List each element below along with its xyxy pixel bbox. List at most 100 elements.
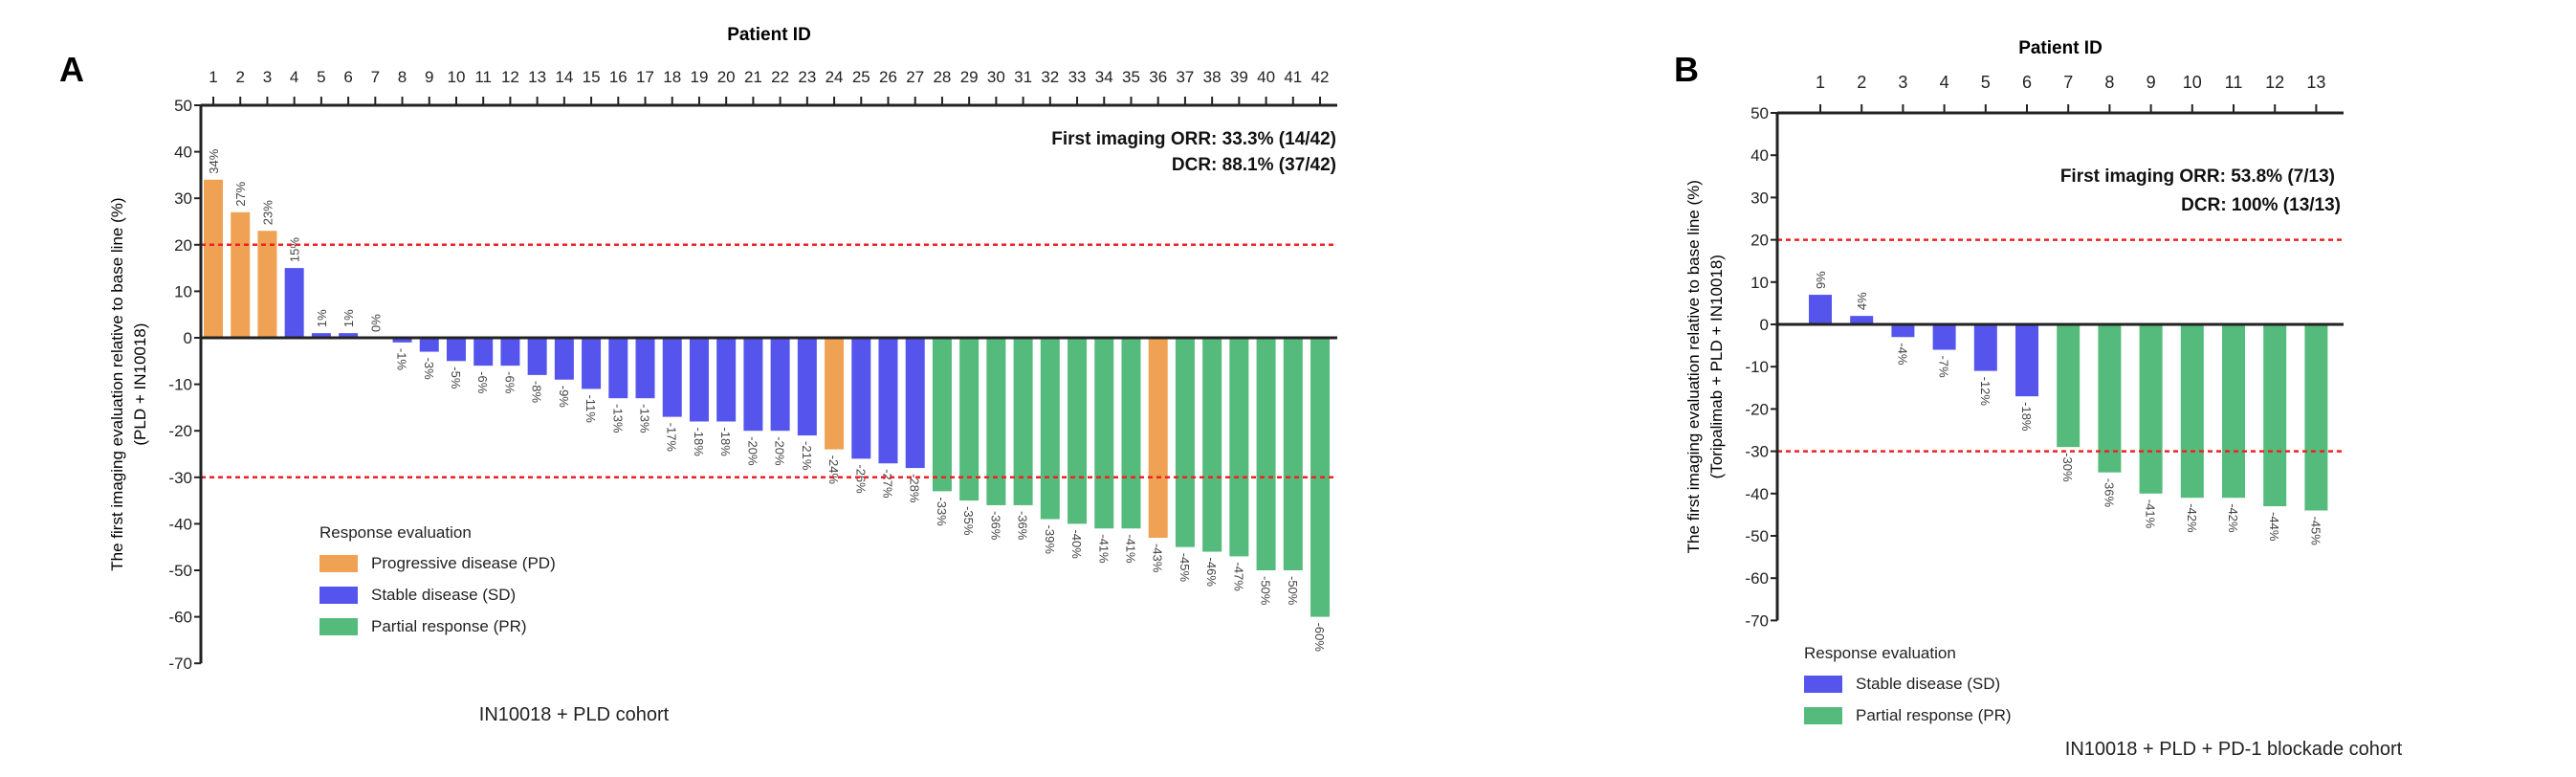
bar-patient-16	[608, 338, 628, 399]
x-tick-label: 19	[690, 68, 708, 86]
x-tick-label: 8	[2104, 73, 2114, 92]
x-tick-label: 30	[987, 68, 1005, 86]
bar-patient-18	[662, 338, 682, 417]
bar-value-label: 27%	[233, 181, 248, 206]
bar-patient-23	[797, 338, 817, 436]
bar-value-label: -35%	[961, 506, 976, 536]
bar-value-label: -50%	[1286, 576, 1300, 606]
bar-patient-5	[311, 333, 331, 338]
y-tick-label: -70	[168, 655, 192, 673]
bar-value-label: -12%	[1978, 377, 1993, 407]
y-tick-label: 10	[1750, 274, 1769, 292]
dcr-annotation-a: DCR: 88.1% (37/42)	[1171, 155, 1336, 175]
x-tick-label: 22	[771, 68, 789, 86]
x-tick-label: 32	[1041, 68, 1059, 86]
bar-value-label: -42%	[2226, 503, 2240, 533]
x-axis-title: Patient ID	[727, 25, 811, 45]
bar-value-label: -6%	[502, 371, 517, 394]
x-tick-label: 36	[1149, 68, 1167, 86]
orr-annotation-a: First imaging ORR: 33.3% (14/42)	[1051, 129, 1336, 149]
y-tick-label: -30	[1745, 443, 1769, 461]
bar-value-label: -20%	[773, 436, 787, 466]
bar-value-label: -18%	[692, 427, 706, 456]
bar-patient-34	[1094, 338, 1114, 529]
bar-patient-37	[1175, 338, 1195, 547]
x-tick-label: 3	[263, 68, 272, 86]
bar-patient-22	[770, 338, 790, 432]
x-tick-label: 7	[2063, 73, 2073, 92]
x-tick-label: 1	[1816, 73, 1825, 92]
x-tick-label: 26	[879, 68, 897, 86]
bar-patient-38	[1202, 338, 1222, 552]
y-tick-label: 20	[174, 236, 192, 255]
bar-patient-1	[1809, 295, 1832, 324]
y-tick-label: -20	[168, 422, 192, 440]
x-tick-label: 12	[501, 68, 519, 86]
x-tick-label: 4	[290, 68, 298, 86]
x-tick-label: 2	[235, 68, 244, 86]
bar-patient-41	[1283, 338, 1303, 570]
legend-label: Partial response (PR)	[371, 616, 527, 635]
y-axis-label-sub: (Toripalimab + PLD + IN10018)	[1707, 255, 1726, 478]
bar-value-label: -39%	[1043, 525, 1057, 555]
bar-value-label: 15%	[288, 237, 302, 262]
bar-patient-31	[1013, 338, 1033, 505]
y-axis-label-sub: (PLD + IN10018)	[131, 323, 149, 446]
y-tick-label: 40	[1750, 146, 1769, 165]
bar-value-label: -27%	[881, 469, 895, 499]
x-tick-label: 12	[2265, 73, 2284, 92]
x-tick-label: 23	[798, 68, 816, 86]
bar-value-label: -21%	[800, 441, 814, 471]
legend-item-pr: Partial response (PR)	[319, 610, 556, 642]
y-tick-label: -40	[1745, 485, 1769, 503]
bar-value-label: -9%	[557, 386, 571, 409]
y-axis-label: The first imaging evaluation relative to…	[108, 197, 126, 570]
bar-patient-12	[2263, 324, 2287, 507]
x-tick-label: 6	[2022, 73, 2032, 92]
bar-patient-9	[2139, 324, 2163, 494]
bar-value-label: -46%	[1204, 558, 1219, 588]
bar-patient-10	[446, 338, 466, 362]
x-tick-label: 13	[528, 68, 546, 86]
bar-patient-24	[825, 338, 845, 450]
x-tick-label: 33	[1068, 68, 1087, 86]
legend-label: Progressive disease (PD)	[371, 553, 556, 572]
x-tick-label: 10	[2183, 73, 2202, 92]
legend-swatch-pr	[319, 617, 358, 635]
legend-item-sd: Stable disease (SD)	[319, 579, 556, 610]
panel-letter-b: B	[1674, 50, 1699, 89]
x-tick-label: 9	[425, 68, 433, 86]
bar-patient-14	[554, 338, 574, 380]
bar-value-label: -47%	[1231, 562, 1245, 591]
bar-value-label: -20%	[745, 436, 760, 466]
bar-patient-9	[419, 338, 439, 352]
bar-value-label: -42%	[2185, 503, 2199, 533]
x-tick-label: 29	[960, 68, 979, 86]
bar-patient-27	[905, 338, 925, 469]
bar-patient-1	[204, 179, 223, 338]
bar-patient-30	[986, 338, 1006, 505]
bar-value-label: -28%	[908, 474, 922, 503]
y-tick-label: -50	[1745, 527, 1769, 545]
dcr-annotation-b: DCR: 100% (13/13)	[2181, 195, 2341, 215]
y-tick-label: 40	[174, 144, 192, 162]
bar-value-label: -7%	[1937, 356, 1951, 379]
bar-value-label: -17%	[665, 423, 679, 453]
legend-title: Response evaluation	[319, 523, 472, 542]
legend-b: Response evaluation Stable disease (SD) …	[1804, 639, 2012, 731]
x-tick-label: 16	[609, 68, 627, 86]
bar-patient-25	[851, 338, 871, 459]
bar-value-label: -26%	[853, 464, 868, 494]
x-tick-label: 27	[906, 68, 924, 86]
x-tick-label: 25	[852, 68, 870, 86]
bar-patient-2	[231, 211, 251, 338]
legend-title: Response evaluation	[1804, 644, 1956, 662]
chart-b: Patient ID The first imaging evaluation r…	[1684, 38, 2344, 630]
x-tick-label: 15	[583, 68, 601, 86]
y-tick-label: -30	[168, 469, 192, 487]
bar-value-label: 0%	[368, 314, 383, 332]
bar-value-label: 1%	[341, 309, 356, 327]
x-tick-label: 38	[1203, 68, 1222, 86]
bar-patient-11	[2222, 324, 2245, 499]
legend-label: Stable disease (SD)	[371, 585, 517, 604]
